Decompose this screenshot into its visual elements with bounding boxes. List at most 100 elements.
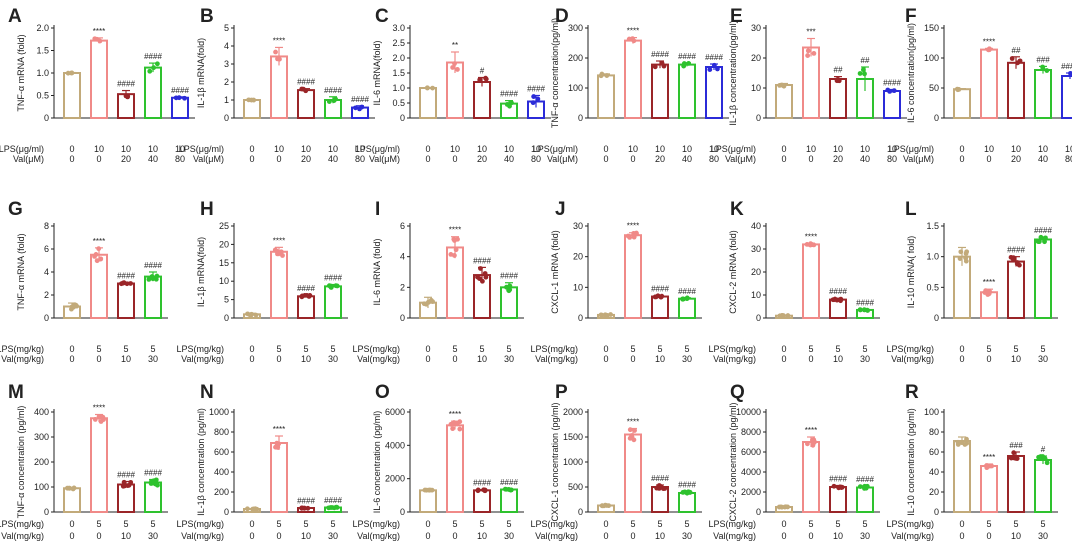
- panel-l: L00.51.01.5IL-10 mRNA( fold)00****50####…: [886, 199, 1058, 364]
- panel-letter: K: [730, 199, 744, 220]
- data-point: [507, 283, 513, 289]
- significance-label: ####: [829, 287, 847, 296]
- condition-value: 5: [808, 519, 813, 529]
- condition-value: 5: [452, 519, 457, 529]
- bar: [597, 74, 615, 119]
- bar: [446, 424, 464, 514]
- data-point: [353, 105, 358, 111]
- significance-label: **: [452, 41, 458, 50]
- y-tick-label: 0: [44, 507, 49, 517]
- data-point: [958, 249, 964, 255]
- bar: [829, 486, 847, 513]
- data-point: [831, 483, 837, 489]
- significance-label: ****: [273, 236, 285, 245]
- bar: [953, 440, 971, 513]
- condition-value: 10: [1038, 144, 1048, 154]
- bar: [1034, 459, 1052, 513]
- condition-value: 0: [959, 531, 964, 541]
- condition-label: LPS(mg/kg): [352, 344, 400, 354]
- data-point: [1043, 235, 1048, 241]
- condition-value: 5: [150, 519, 155, 529]
- data-point: [477, 77, 483, 83]
- y-tick-label: 100: [924, 407, 939, 417]
- data-point: [475, 274, 480, 280]
- data-point: [457, 419, 463, 425]
- data-point: [984, 463, 989, 469]
- condition-value: 0: [69, 144, 74, 154]
- condition-label: LPS(mg/kg): [708, 519, 756, 529]
- condition-value: 10: [301, 354, 311, 364]
- data-point: [838, 298, 843, 304]
- condition-value: 5: [96, 519, 101, 529]
- condition-value: 30: [328, 531, 338, 541]
- significance-label: ####: [856, 298, 874, 307]
- data-point: [326, 99, 332, 105]
- condition-label: Val(mg/kg): [181, 531, 224, 541]
- condition-value: 5: [684, 519, 689, 529]
- condition-value: 0: [249, 344, 254, 354]
- bar: [419, 87, 437, 119]
- bar: [1034, 69, 1052, 119]
- data-point: [483, 76, 489, 82]
- bar: [117, 282, 135, 319]
- condition-value: 0: [630, 354, 635, 364]
- condition-value: 80: [1065, 154, 1072, 164]
- significance-label: #: [1041, 445, 1046, 454]
- condition-value: 0: [630, 531, 635, 541]
- y-tick-label: 4: [400, 252, 405, 262]
- data-point: [1008, 455, 1014, 461]
- condition-label: LPS(μg/ml): [0, 144, 44, 154]
- y-tick-label: 100: [924, 53, 939, 63]
- data-point: [954, 86, 960, 92]
- condition-value: 30: [1038, 531, 1048, 541]
- condition-value: 0: [959, 344, 964, 354]
- data-point: [182, 95, 187, 101]
- significance-label: ****: [449, 410, 461, 419]
- panel-letter: M: [8, 382, 24, 403]
- y-tick-label: 0: [224, 113, 229, 123]
- condition-value: 0: [959, 144, 964, 154]
- condition-label: LPS(mg/kg): [0, 519, 44, 529]
- y-axis-label: IL-6 mRNA (fold): [372, 238, 382, 305]
- condition-value: 10: [833, 144, 843, 154]
- bar: [1007, 455, 1025, 513]
- condition-value: 0: [630, 154, 635, 164]
- y-tick-label: 2: [224, 77, 229, 87]
- panel-letter: J: [555, 199, 566, 220]
- significance-label: ####: [527, 85, 545, 94]
- condition-value: 0: [781, 144, 786, 154]
- y-tick-label: 600: [214, 447, 229, 457]
- data-point: [154, 61, 160, 67]
- significance-label: ****: [805, 232, 817, 241]
- condition-value: 5: [506, 519, 511, 529]
- bar: [802, 441, 820, 513]
- y-tick-label: 40: [929, 467, 939, 477]
- y-tick-label: 0: [224, 313, 229, 323]
- significance-label: ###: [1009, 441, 1023, 450]
- y-tick-label: 4000: [741, 467, 761, 477]
- condition-value: 5: [657, 519, 662, 529]
- condition-label: LPS(mg/kg): [530, 344, 578, 354]
- data-point: [151, 478, 156, 484]
- data-point: [452, 253, 457, 258]
- y-tick-label: 0: [934, 113, 939, 123]
- y-tick-label: 6000: [741, 447, 761, 457]
- data-point: [299, 505, 305, 511]
- significance-label: ####: [144, 469, 162, 478]
- bar: [324, 285, 342, 319]
- significance-label: ####: [351, 95, 369, 104]
- y-tick-label: 200: [34, 457, 49, 467]
- y-tick-label: 20: [219, 239, 229, 249]
- condition-value: 5: [1040, 519, 1045, 529]
- condition-value: 0: [96, 531, 101, 541]
- data-point: [805, 441, 810, 447]
- y-tick-label: 1.5: [36, 46, 49, 56]
- data-point: [425, 300, 431, 305]
- data-point: [73, 302, 79, 308]
- bar: [953, 88, 971, 119]
- condition-value: 5: [1013, 519, 1018, 529]
